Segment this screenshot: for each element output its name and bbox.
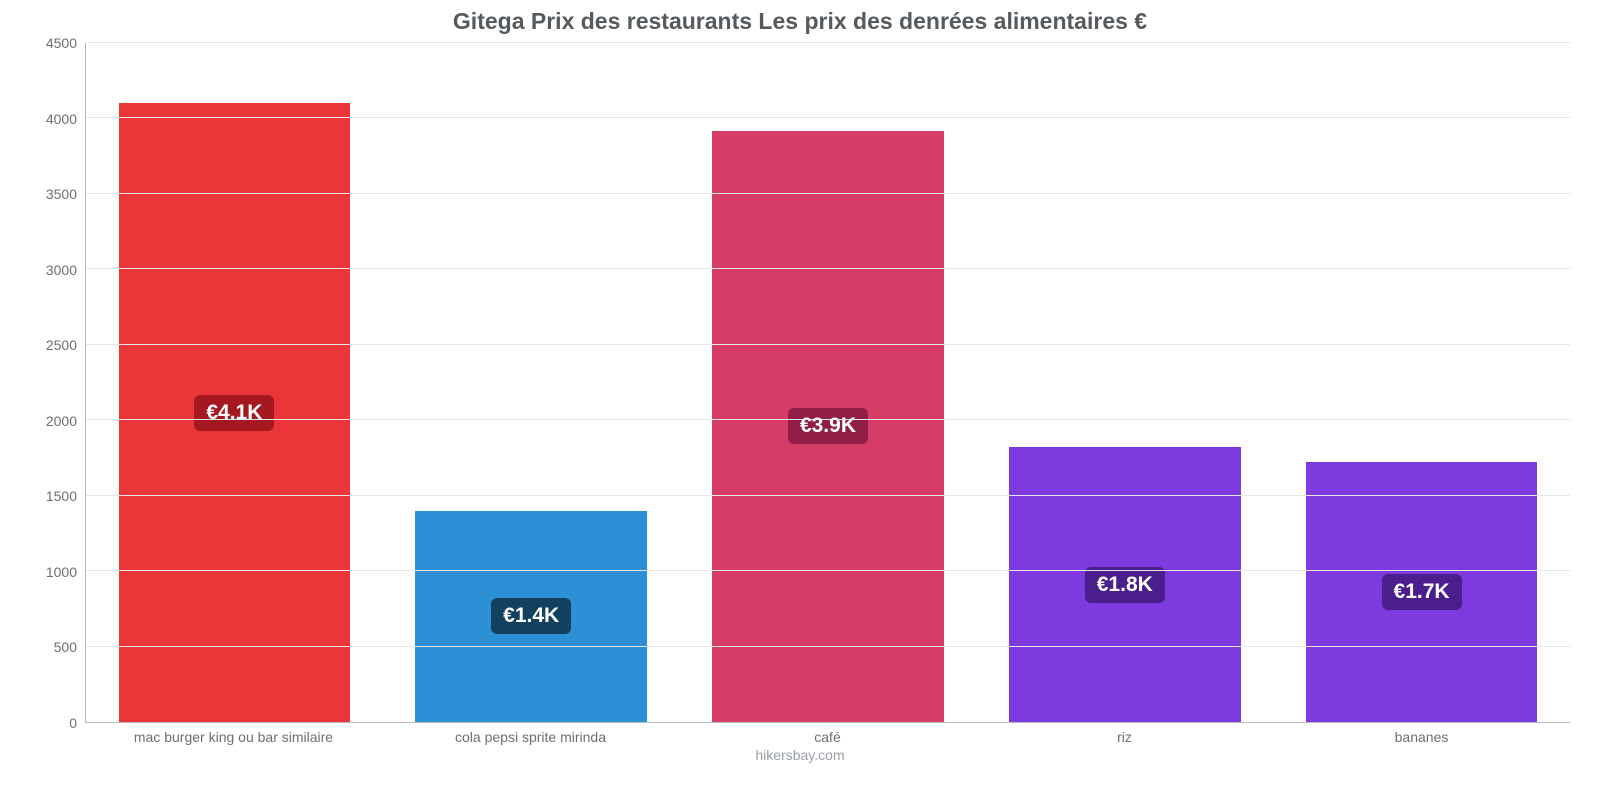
- bar: €1.7K: [1306, 462, 1538, 722]
- y-tick-label: 3000: [22, 262, 77, 278]
- bar: €4.1K: [119, 103, 351, 722]
- bar-slot: €4.1K: [86, 43, 383, 722]
- bar: €1.4K: [415, 511, 647, 722]
- bar-slot: €3.9K: [680, 43, 977, 722]
- value-badge: €4.1K: [194, 395, 274, 431]
- bar: €1.8K: [1009, 447, 1241, 722]
- y-tick-label: 4500: [22, 35, 77, 51]
- grid-line: [86, 344, 1570, 345]
- grid-line: [86, 495, 1570, 496]
- grid-line: [86, 646, 1570, 647]
- value-badge: €1.8K: [1085, 567, 1165, 603]
- y-tick-label: 4000: [22, 111, 77, 127]
- grid-line: [86, 268, 1570, 269]
- y-tick-label: 1500: [22, 488, 77, 504]
- y-tick-label: 3500: [22, 186, 77, 202]
- value-badge: €3.9K: [788, 408, 868, 444]
- x-category-label: cola pepsi sprite mirinda: [382, 729, 679, 745]
- y-tick-label: 2500: [22, 337, 77, 353]
- y-tick-label: 1000: [22, 564, 77, 580]
- y-tick-label: 500: [22, 639, 77, 655]
- grid-line: [86, 570, 1570, 571]
- bar: €3.9K: [712, 131, 944, 722]
- grid-line: [86, 117, 1570, 118]
- x-axis: mac burger king ou bar similairecola pep…: [85, 729, 1570, 745]
- plot-row: 050010001500200025003000350040004500 €4.…: [30, 43, 1570, 723]
- y-tick-label: 2000: [22, 413, 77, 429]
- bar-slot: €1.4K: [383, 43, 680, 722]
- price-bar-chart: Gitega Prix des restaurants Les prix des…: [0, 0, 1600, 800]
- bar-slot: €1.7K: [1273, 43, 1570, 722]
- bars-container: €4.1K €1.4K €3.9K €1.8K €1.7K: [86, 43, 1570, 722]
- bar-slot: €1.8K: [976, 43, 1273, 722]
- grid-line: [86, 42, 1570, 43]
- y-tick-label: 0: [22, 715, 77, 731]
- grid-line: [86, 419, 1570, 420]
- x-category-label: bananes: [1273, 729, 1570, 745]
- value-badge: €1.7K: [1382, 574, 1462, 610]
- grid-line: [86, 193, 1570, 194]
- chart-title: Gitega Prix des restaurants Les prix des…: [30, 8, 1570, 35]
- plot-area: €4.1K €1.4K €3.9K €1.8K €1.7K: [85, 43, 1570, 723]
- x-category-label: café: [679, 729, 976, 745]
- chart-credit: hikersbay.com: [30, 747, 1570, 763]
- value-badge: €1.4K: [491, 598, 571, 634]
- x-category-label: mac burger king ou bar similaire: [85, 729, 382, 745]
- y-axis: 050010001500200025003000350040004500: [30, 43, 85, 723]
- x-category-label: riz: [976, 729, 1273, 745]
